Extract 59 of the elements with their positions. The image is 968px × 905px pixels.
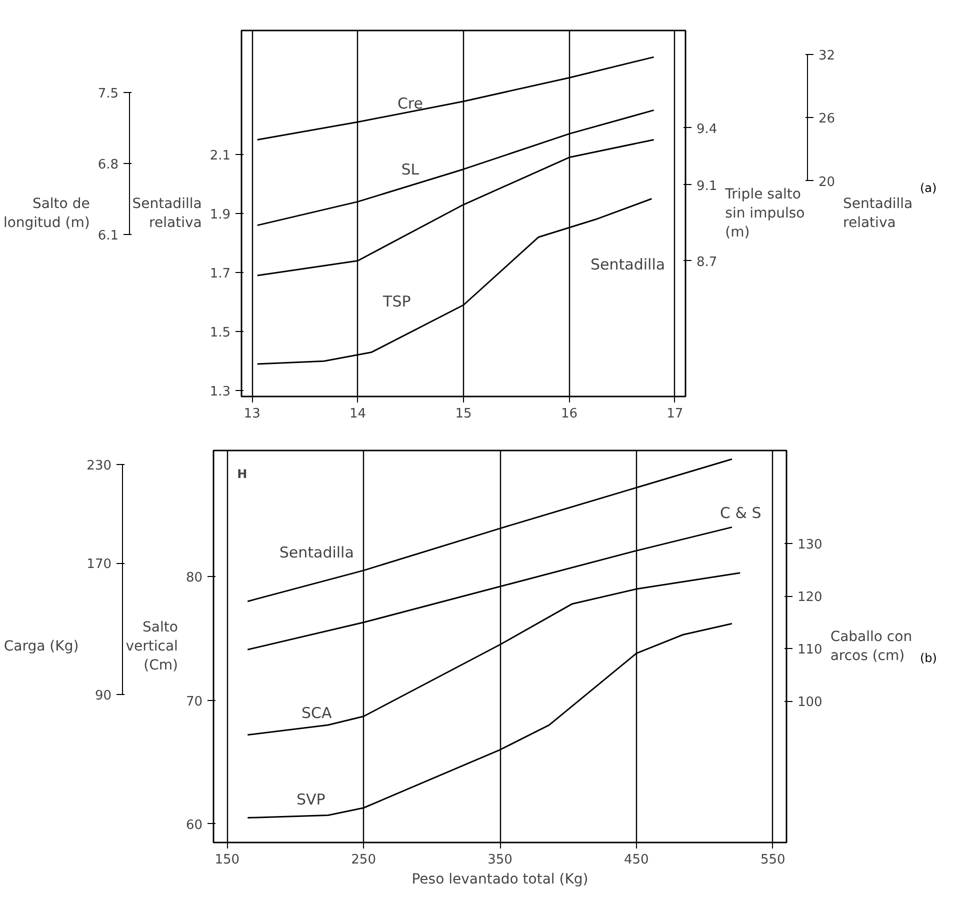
y-tick-label: 1.7 [210,266,231,282]
annotation: TSP [382,292,411,310]
text: Sentadilla relativa [843,196,913,232]
y3-tick-label: 170 [86,557,112,572]
line-series [256,109,655,226]
x-tick-label: 250 [351,852,376,868]
x-tick-label: 550 [760,852,786,868]
annotation: Sentadilla [590,256,666,274]
annotation: H [237,467,248,482]
annotation: SL [401,160,420,179]
line-series [246,572,741,736]
x-tick-label: 13 [244,406,260,422]
text: Salto de longitud (m) [3,196,90,232]
y2-tick-label: 130 [798,538,822,553]
y-tick-label: 1.3 [210,384,231,400]
y-axis-title: Sentadilla relativa [132,196,202,232]
text: 20 [818,174,836,190]
y-tick-label: 1.9 [210,208,231,222]
y2-axis-title: Triple salto sin impulso (m) [724,186,805,241]
y2-tick-label: 9.4 [696,122,718,137]
y2-tick-label: 110 [798,642,822,658]
x-tick-label: 150 [214,852,240,868]
y-tick-label: 2.1 [210,148,231,164]
y2-tick-label: 120 [798,590,822,606]
text: 26 [818,112,836,127]
text: (a) [920,180,937,197]
line-series [256,56,655,140]
annotation: Sentadilla [279,543,354,562]
y2-tick-label: 8.7 [696,254,718,270]
y-tick-label: 80 [186,570,203,586]
x-tick-label: 15 [455,406,472,422]
x-tick-label: 450 [624,852,649,868]
x-tick-label: 16 [560,406,578,422]
annotation: Cre [397,94,423,113]
text: 7.5 [98,86,119,102]
y2-tick-label: 9.1 [696,178,718,194]
x-tick-label: 17 [666,406,684,422]
y3-tick-label: 90 [94,688,112,704]
y-tick-label: 70 [186,694,203,710]
annotation: SCA [302,704,333,722]
annotation: SVP [296,790,326,808]
text: 6.1 [98,228,119,244]
y-tick-label: 1.5 [210,326,231,341]
text: (b) [920,650,937,667]
y2-axis-title: Caballo con arcos (cm) [830,628,912,664]
y2-tick-label: 100 [798,695,822,710]
annotation: C & S [720,504,762,522]
x-tick-label: 350 [488,852,512,868]
y3-tick-label: 230 [86,458,112,474]
line-series [246,458,733,602]
y3-axis-title: Carga (Kg) [4,638,79,654]
x-axis-title: Peso levantado total (Kg) [412,872,588,888]
line-series [246,526,733,650]
text: 32 [818,48,836,64]
line-series [246,622,733,819]
text: 6.8 [98,157,119,172]
x-tick-label: 14 [350,406,366,422]
y-tick-label: 60 [186,818,203,833]
y-axis-title: Salto vertical (Cm) [126,619,178,674]
